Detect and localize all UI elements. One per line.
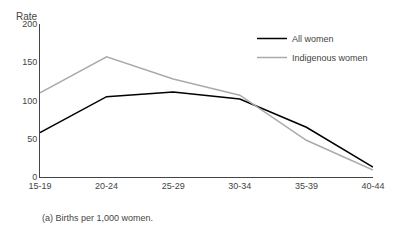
svg-text:0: 0 — [32, 172, 37, 182]
svg-text:35-39: 35-39 — [295, 181, 318, 191]
svg-text:200: 200 — [22, 19, 37, 29]
svg-text:150: 150 — [22, 57, 37, 67]
svg-text:Rate: Rate — [16, 11, 38, 22]
svg-text:20-24: 20-24 — [95, 181, 118, 191]
svg-text:(a) Births per 1,000 women.: (a) Births per 1,000 women. — [42, 213, 153, 223]
svg-text:25-29: 25-29 — [162, 181, 185, 191]
svg-text:Indigenous women: Indigenous women — [292, 53, 368, 63]
svg-text:40-44: 40-44 — [361, 181, 384, 191]
svg-text:All women: All women — [292, 34, 334, 44]
svg-text:100: 100 — [22, 96, 37, 106]
svg-text:50: 50 — [27, 134, 37, 144]
svg-text:15-19: 15-19 — [28, 181, 51, 191]
svg-text:30-34: 30-34 — [228, 181, 251, 191]
